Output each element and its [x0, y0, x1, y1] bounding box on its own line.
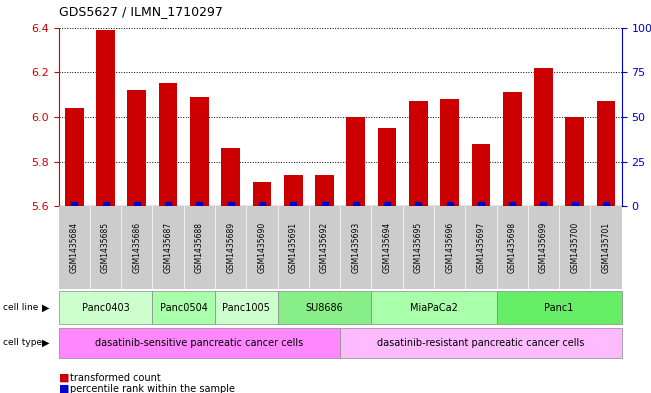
Point [163, 202, 173, 208]
Text: percentile rank within the sample: percentile rank within the sample [70, 384, 234, 393]
Text: Panc1: Panc1 [544, 303, 574, 312]
Bar [159, 83, 178, 206]
Text: GSM1435696: GSM1435696 [445, 222, 454, 273]
Text: GSM1435698: GSM1435698 [508, 222, 517, 273]
Text: GSM1435693: GSM1435693 [352, 222, 360, 273]
Point [413, 202, 424, 208]
Text: GSM1435695: GSM1435695 [414, 222, 423, 273]
Point [319, 202, 329, 208]
Point [132, 202, 142, 208]
Point [256, 202, 267, 208]
Bar [315, 175, 334, 206]
Text: ▶: ▶ [42, 303, 50, 312]
Bar [65, 108, 83, 206]
Text: GSM1435692: GSM1435692 [320, 222, 329, 273]
Point [445, 202, 455, 208]
Bar [128, 90, 146, 206]
Text: GSM1435686: GSM1435686 [132, 222, 141, 273]
Point [100, 202, 111, 208]
Text: GSM1435700: GSM1435700 [570, 222, 579, 273]
Text: GSM1435699: GSM1435699 [539, 222, 548, 273]
Bar [284, 175, 303, 206]
Text: GSM1435685: GSM1435685 [101, 222, 110, 273]
Bar [96, 30, 115, 206]
Bar [534, 68, 553, 206]
Bar [440, 99, 459, 206]
Text: Panc0504: Panc0504 [159, 303, 208, 312]
Text: GSM1435687: GSM1435687 [163, 222, 173, 273]
Text: GSM1435688: GSM1435688 [195, 222, 204, 273]
Text: dasatinib-resistant pancreatic cancer cells: dasatinib-resistant pancreatic cancer ce… [377, 338, 585, 348]
Text: GSM1435690: GSM1435690 [257, 222, 266, 273]
Point [570, 202, 580, 208]
Text: ■: ■ [59, 384, 69, 393]
Text: cell type: cell type [3, 338, 42, 347]
Text: GSM1435701: GSM1435701 [602, 222, 611, 273]
Point [601, 202, 611, 208]
Point [288, 202, 298, 208]
Text: GDS5627 / ILMN_1710297: GDS5627 / ILMN_1710297 [59, 5, 223, 18]
Bar [378, 128, 396, 206]
Bar [221, 148, 240, 206]
Text: GSM1435694: GSM1435694 [383, 222, 391, 273]
Text: transformed count: transformed count [70, 373, 160, 383]
Point [194, 202, 204, 208]
Text: MiaPaCa2: MiaPaCa2 [410, 303, 458, 312]
Bar [471, 144, 490, 206]
Bar [409, 101, 428, 206]
Point [476, 202, 486, 208]
Text: GSM1435689: GSM1435689 [226, 222, 235, 273]
Text: Panc0403: Panc0403 [81, 303, 130, 312]
Text: Panc1005: Panc1005 [223, 303, 270, 312]
Point [382, 202, 393, 208]
Text: GSM1435697: GSM1435697 [477, 222, 486, 273]
Bar [346, 117, 365, 206]
Point [538, 202, 549, 208]
Text: dasatinib-sensitive pancreatic cancer cells: dasatinib-sensitive pancreatic cancer ce… [95, 338, 303, 348]
Point [69, 202, 79, 208]
Text: GSM1435691: GSM1435691 [289, 222, 298, 273]
Bar [503, 92, 521, 206]
Text: cell line: cell line [3, 303, 38, 312]
Bar [565, 117, 584, 206]
Text: ▶: ▶ [42, 338, 50, 348]
Point [507, 202, 518, 208]
Bar [190, 97, 209, 206]
Text: ■: ■ [59, 373, 69, 383]
Text: SU8686: SU8686 [305, 303, 343, 312]
Text: GSM1435684: GSM1435684 [70, 222, 79, 273]
Point [225, 202, 236, 208]
Bar [253, 182, 271, 206]
Point [351, 202, 361, 208]
Bar [597, 101, 615, 206]
